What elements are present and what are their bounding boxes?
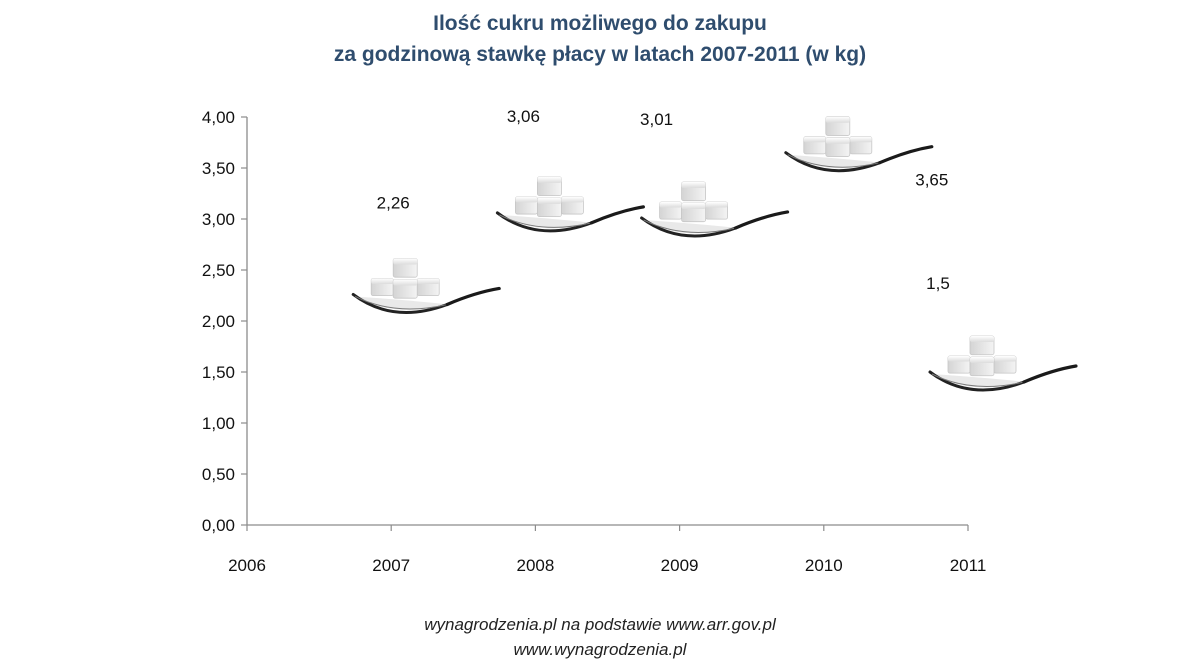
y-tick-label: 0,50: [202, 465, 235, 484]
y-tick-label: 3,50: [202, 159, 235, 178]
chart-title: Ilość cukru możliwego do zakupu za godzi…: [0, 8, 1200, 70]
y-tick-label: 1,00: [202, 414, 235, 433]
chart-title-line-1: Ilość cukru możliwego do zakupu: [433, 12, 767, 35]
x-tick-label: 2006: [228, 556, 266, 575]
source-note-line-2: www.wynagrodzenia.pl: [513, 640, 687, 659]
source-note-line-1: wynagrodzenia.pl na podstawie www.arr.go…: [424, 615, 776, 634]
sugar-spoon-icon: [495, 176, 646, 233]
data-label: 3,01: [640, 110, 673, 129]
x-tick-label: 2011: [950, 556, 987, 575]
y-tick-label: 2,00: [202, 312, 235, 331]
x-tick-label: 2008: [516, 556, 554, 575]
y-tick-label: 4,00: [202, 108, 235, 127]
y-tick-label: 1,50: [202, 363, 235, 382]
sugar-spoon-icon: [351, 258, 501, 314]
data-label: 2,26: [377, 193, 410, 212]
data-label: 1,5: [926, 274, 950, 293]
y-tick-label: 2,50: [202, 261, 235, 280]
data-label: 3,06: [507, 107, 540, 126]
x-tick-label: 2010: [805, 556, 843, 575]
x-tick-label: 2007: [372, 556, 410, 575]
sugar-spoon-icon: [784, 116, 934, 173]
y-tick-label: 0,00: [202, 516, 235, 535]
sugar-spoon-icon: [928, 335, 1078, 392]
source-note: wynagrodzenia.pl na podstawie www.arr.go…: [0, 612, 1200, 662]
x-tick-label: 2009: [661, 556, 699, 575]
y-tick-label: 3,00: [202, 210, 235, 229]
data-label: 3,65: [915, 171, 948, 190]
sugar-spoon-icon: [640, 181, 790, 238]
chart-title-line-2: za godzinową stawkę płacy w latach 2007-…: [333, 43, 867, 66]
